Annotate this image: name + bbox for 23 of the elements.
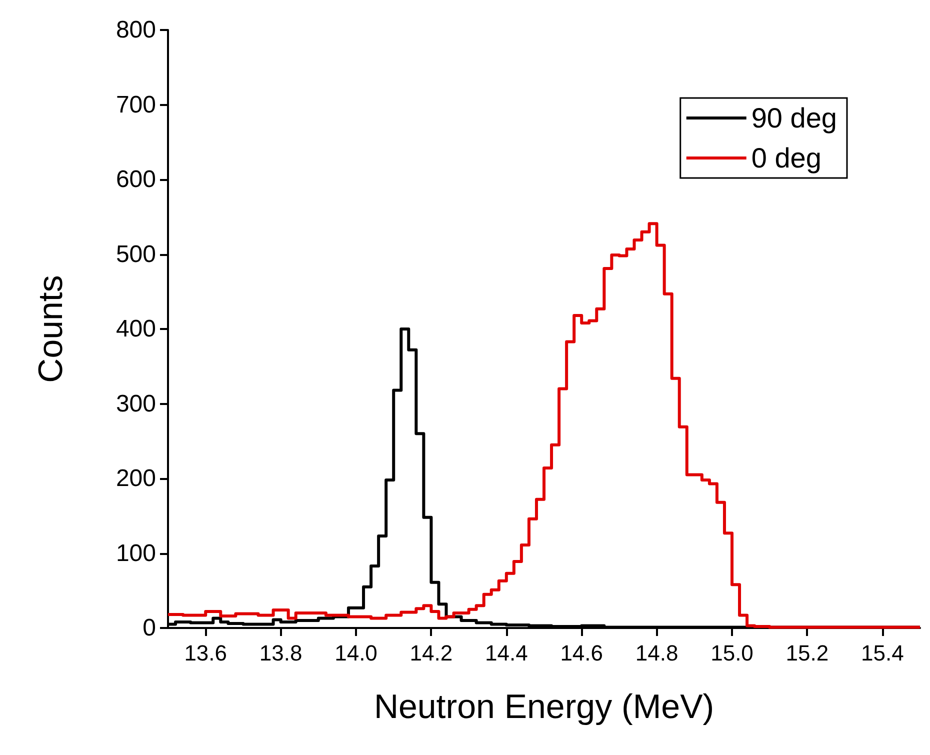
y-tick-label: 600 — [116, 166, 156, 193]
x-tick-label: 15.0 — [710, 640, 754, 666]
y-tick-label: 500 — [116, 240, 156, 268]
x-tick-label: 15.4 — [860, 640, 904, 666]
y-tick-label: 200 — [116, 465, 156, 492]
x-tick-label: 13.6 — [184, 640, 228, 666]
x-tick-label: 14.4 — [484, 640, 528, 666]
x-tick-label: 14.0 — [334, 640, 378, 666]
x-tick-label: 14.2 — [410, 640, 453, 666]
x-tick-label: 15.2 — [786, 640, 829, 666]
y-tick-label: 300 — [116, 390, 156, 418]
y-axis-title: Counts — [32, 275, 70, 383]
legend-label: 90 deg — [751, 102, 837, 134]
y-tick-label: 0 — [142, 614, 156, 642]
x-tick-label: 14.6 — [560, 640, 604, 666]
y-tick-label: 800 — [116, 16, 156, 44]
x-tick-label: 14.8 — [635, 640, 678, 666]
y-tick-label: 400 — [116, 316, 156, 342]
x-axis-title: Neutron Energy (MeV) — [374, 688, 714, 726]
y-tick-label: 100 — [116, 540, 156, 567]
y-tick-label: 700 — [116, 91, 156, 118]
legend-label: 0 deg — [751, 142, 822, 174]
x-tick-label: 13.8 — [259, 640, 302, 666]
